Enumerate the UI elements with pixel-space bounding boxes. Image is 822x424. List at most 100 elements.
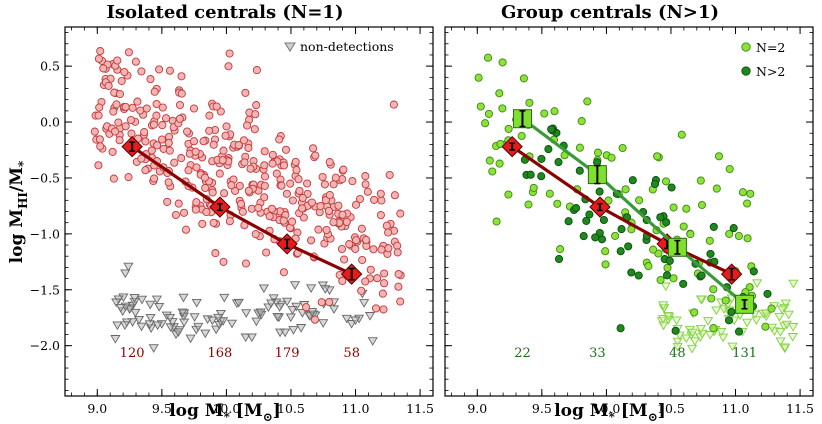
non-detection-point (178, 293, 189, 303)
detection-point (208, 188, 217, 197)
non-detection-point (711, 306, 722, 316)
detection-point (298, 204, 307, 213)
detection-point (366, 265, 375, 274)
ngt2-point (579, 232, 588, 241)
non-detection-point (240, 333, 251, 343)
non-detection-point (193, 322, 204, 332)
ngt2-point (544, 145, 553, 154)
n2-point (483, 53, 493, 62)
detection-point (310, 315, 320, 324)
non-detection-point (289, 281, 301, 290)
detection-point (117, 76, 126, 86)
detection-point (357, 224, 366, 233)
non-detection-point (272, 312, 283, 322)
detection-point (201, 183, 210, 193)
binned-line-0 (131, 145, 353, 276)
detection-point (352, 236, 361, 245)
detection-point (239, 136, 248, 145)
ngt2-point (667, 183, 676, 192)
detection-point (94, 54, 103, 63)
non-detection-point (780, 299, 791, 309)
right-panel: 22 33 48 131 9.0 9.5 10.0 10.5 11.0 11.5 (444, 26, 814, 416)
non-detection-point (307, 308, 318, 317)
non-detection-point (255, 308, 266, 318)
n2-point (725, 164, 734, 174)
non-detection-point (658, 321, 669, 331)
detection-point (155, 65, 164, 74)
x-tick-label: 9.5 (152, 401, 172, 416)
non-detection-point (787, 333, 798, 342)
detection-point (379, 305, 388, 314)
non-detection-point (213, 313, 224, 323)
y-tick-label: −2.0 (30, 338, 60, 353)
detection-point (161, 114, 171, 123)
detection-point (164, 138, 173, 147)
detection-point (127, 129, 136, 138)
n2-point (611, 231, 620, 240)
non-detection-point (258, 284, 269, 294)
non-detection-point (136, 322, 147, 332)
detection-point (96, 47, 105, 56)
detection-point (165, 66, 174, 75)
detection-point (339, 165, 348, 174)
n2-point (679, 222, 688, 231)
ngt2-point (679, 279, 688, 288)
n2-point (476, 102, 485, 111)
detection-point (113, 56, 122, 65)
detection-point (152, 99, 161, 109)
non-detection-point (133, 315, 145, 325)
detection-point (140, 128, 149, 137)
detection-point (94, 161, 103, 170)
ngt2-point (616, 247, 625, 256)
ngt2-point (709, 222, 718, 231)
binned-line-1 (521, 117, 746, 306)
non-detection-point (705, 331, 716, 340)
non-detection-point (367, 337, 378, 346)
ngt2-point (564, 217, 573, 226)
detection-point (348, 177, 357, 186)
n2-point (621, 185, 630, 194)
detection-point (370, 195, 379, 204)
left-legend: non-detections (284, 39, 394, 54)
detection-point (340, 255, 349, 264)
plot-area (90, 47, 405, 353)
n2-point (575, 143, 584, 152)
bin-count: 179 (275, 346, 300, 361)
non-detection-point (663, 311, 674, 321)
non-detection-point (658, 314, 669, 324)
non-detection-point (179, 318, 190, 328)
ngt2-point (554, 158, 563, 167)
ngt2-point (526, 170, 535, 179)
detection-point (251, 230, 260, 239)
ngt2-point (537, 172, 546, 181)
detection-point (250, 125, 259, 134)
non-detection-point (151, 295, 162, 305)
non-detection-point (164, 313, 176, 323)
ngt2-point (599, 215, 608, 225)
non-detection-point (658, 301, 669, 310)
non-detection-point (173, 328, 184, 337)
non-detection-point (716, 327, 727, 337)
ngt2-point (575, 166, 584, 175)
x-tick-label: 9.0 (467, 401, 487, 416)
detection-point (247, 204, 256, 213)
detection-point (231, 186, 240, 195)
non-detection-point (177, 308, 188, 318)
detection-point (358, 255, 367, 265)
n2-point (714, 152, 724, 161)
detection-point (120, 67, 129, 77)
n2-point (767, 304, 776, 313)
non-detection-point (671, 316, 682, 326)
detection-point (149, 120, 158, 129)
detection-point (198, 219, 207, 228)
bin-count: 58 (343, 346, 360, 361)
non-detection-point (110, 335, 121, 344)
detection-point (260, 161, 269, 170)
n2-point (663, 263, 672, 272)
n2-point (707, 294, 716, 303)
detection-point (243, 121, 252, 130)
detection-point (244, 186, 253, 195)
detection-point (338, 276, 347, 286)
ngt2-point (572, 204, 581, 213)
